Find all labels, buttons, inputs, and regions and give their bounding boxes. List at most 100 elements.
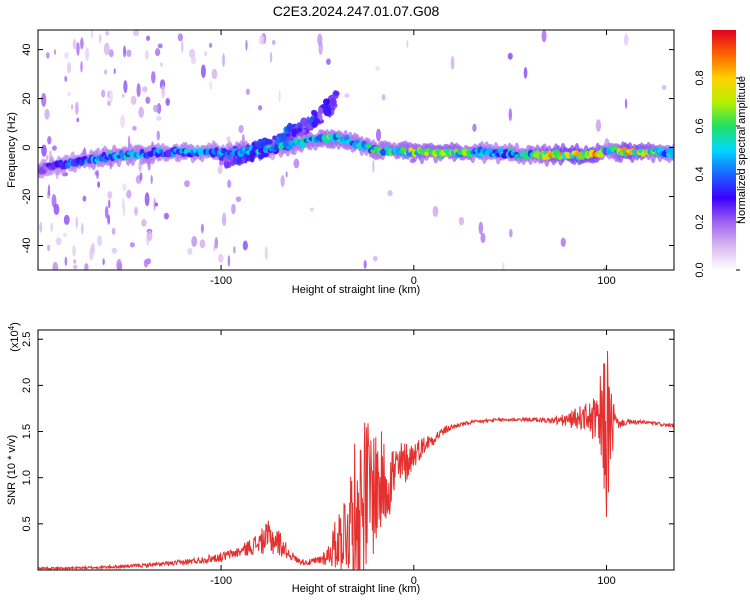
heatmap-branch-cell bbox=[310, 109, 318, 116]
heatmap-noise-cell bbox=[245, 88, 250, 95]
heatmap-branch-cell bbox=[274, 138, 281, 146]
heatmap-noise-cell bbox=[317, 33, 323, 46]
heatmap-noise-cell bbox=[235, 196, 242, 202]
heatmap-noise-cell bbox=[102, 258, 105, 266]
heatmap-noise-cell bbox=[200, 223, 204, 234]
heatmap-noise-cell bbox=[153, 197, 156, 211]
heatmap-noise-cell bbox=[84, 263, 89, 270]
snr-y-tick-label: 2.0 bbox=[21, 378, 33, 393]
snr-y-tick-label: 0.5 bbox=[21, 516, 33, 531]
heatmap-noise-cell bbox=[53, 49, 57, 55]
heatmap-noise-cell bbox=[141, 86, 148, 93]
heatmap-noise-cell bbox=[623, 33, 629, 46]
spectrogram-y-tick-label: 0 bbox=[21, 144, 33, 150]
heatmap-noise-cell bbox=[211, 68, 218, 80]
heatmap-noise-cell bbox=[107, 191, 113, 199]
heatmap-noise-cell bbox=[52, 261, 59, 270]
snr-y-tick-label: 2.5 bbox=[21, 332, 33, 347]
heatmap-noise-cell bbox=[101, 89, 106, 98]
spectrogram-panel: -100 0 100 -40 -20 0 20 40 Height of straight … bbox=[6, 29, 675, 296]
spectrogram-frame bbox=[37, 29, 675, 271]
heatmap-noise-cell bbox=[123, 45, 127, 58]
heatmap-noise-cell bbox=[560, 237, 566, 247]
heatmap-noise-cell bbox=[245, 39, 248, 51]
heatmap-noise-cell bbox=[181, 40, 184, 53]
heatmap-noise-cell bbox=[129, 242, 135, 248]
heatmap-noise-cell bbox=[96, 169, 99, 180]
colorbar-tick-label: 0.4 bbox=[694, 166, 706, 181]
heatmap-noise-cell bbox=[372, 159, 375, 173]
heatmap-noise-cell bbox=[130, 95, 137, 106]
heatmap-noise-cell bbox=[387, 190, 393, 197]
heatmap-noise-cell bbox=[161, 84, 165, 99]
spectrogram-heatmap bbox=[38, 30, 674, 270]
heatmap-noise-cell bbox=[375, 128, 382, 142]
heatmap-noise-cell bbox=[71, 104, 74, 110]
heatmap-noise-cell bbox=[109, 89, 113, 103]
heatmap-noise-cell bbox=[81, 222, 84, 235]
heatmap-branch-cell bbox=[296, 127, 303, 133]
heatmap-noise-cell bbox=[472, 123, 477, 132]
heatmap-noise-cell bbox=[373, 255, 378, 262]
heatmap-noise-cell bbox=[226, 136, 231, 143]
heatmap-branch-cell bbox=[322, 98, 330, 106]
heatmap-noise-cell bbox=[122, 204, 126, 217]
snr-x-tick-label: -100 bbox=[210, 575, 232, 587]
colorbar-tick-label: 0.2 bbox=[694, 214, 706, 229]
heatmap-branch-cell bbox=[265, 138, 273, 145]
heatmap-noise-cell bbox=[90, 30, 94, 39]
heatmap-branch-cell bbox=[272, 135, 277, 141]
heatmap-noise-cell bbox=[47, 184, 51, 197]
heatmap-noise-cell bbox=[231, 203, 236, 215]
heatmap-noise-cell bbox=[258, 34, 265, 45]
snr-x-ticks: -100 0 100 bbox=[210, 330, 616, 587]
spectrogram-y-tick-label: 20 bbox=[21, 92, 33, 104]
spectrogram-y-tick-label: -20 bbox=[21, 189, 33, 205]
heatmap-noise-cell bbox=[76, 117, 80, 123]
heatmap-noise-cell bbox=[278, 89, 281, 103]
heatmap-noise-cell bbox=[97, 181, 101, 188]
snr-series-line bbox=[38, 350, 674, 570]
heatmap-branch-cell bbox=[328, 97, 337, 107]
heatmap-noise-cell bbox=[508, 108, 513, 121]
heatmap-branch-cell bbox=[236, 156, 242, 165]
heatmap-noise-cell bbox=[190, 55, 197, 65]
heatmap-noise-cell bbox=[150, 174, 153, 184]
heatmap-noise-cell bbox=[103, 42, 110, 56]
heatmap-noise-cell bbox=[41, 93, 47, 107]
colorbar-label: Normalized spectral amplitude bbox=[736, 76, 748, 224]
heatmap-noise-cell bbox=[152, 104, 159, 113]
heatmap-branch-cell bbox=[279, 132, 287, 142]
heatmap-branch-cell bbox=[218, 160, 224, 166]
heatmap-noise-cell bbox=[138, 106, 144, 118]
heatmap-noise-cell bbox=[75, 101, 79, 115]
heatmap-noise-cell bbox=[326, 58, 331, 65]
heatmap-noise-cell bbox=[123, 80, 128, 94]
heatmap-noise-cell bbox=[111, 247, 118, 254]
heatmap-noise-cell bbox=[66, 62, 72, 74]
heatmap-noise-cell bbox=[661, 85, 667, 90]
heatmap-ridge-cell bbox=[354, 139, 360, 144]
heatmap-noise-cell bbox=[187, 247, 193, 255]
spectrogram-x-tick-label: -100 bbox=[210, 275, 232, 287]
heatmap-noise-cell bbox=[222, 53, 225, 68]
spectrogram-x-tick-label: 100 bbox=[597, 275, 615, 287]
heatmap-noise-cell bbox=[165, 97, 171, 106]
heatmap-noise-cell bbox=[122, 93, 125, 98]
heatmap-noise-cell bbox=[209, 80, 213, 90]
heatmap-noise-cell bbox=[99, 33, 102, 44]
snr-panel: -100 0 100 0.5 1.0 1.5 2.0 2.5 Height of strai… bbox=[6, 322, 675, 595]
heatmap-ridge-cell bbox=[670, 150, 674, 159]
heatmap-noise-cell bbox=[509, 228, 513, 238]
snr-y-ticks: 0.5 1.0 1.5 2.0 2.5 bbox=[21, 332, 674, 531]
heatmap-noise-cell bbox=[41, 144, 47, 157]
heatmap-noise-cell bbox=[46, 52, 50, 59]
snr-multiplier: (x104) bbox=[7, 322, 21, 352]
heatmap-noise-cell bbox=[144, 192, 150, 207]
heatmap-noise-cell bbox=[147, 230, 153, 242]
heatmap-noise-cell bbox=[191, 235, 198, 248]
heatmap-noise-cell bbox=[89, 246, 94, 261]
heatmap-noise-cell bbox=[458, 216, 465, 226]
spectrogram-y-label: Frequency (Hz) bbox=[6, 112, 18, 188]
